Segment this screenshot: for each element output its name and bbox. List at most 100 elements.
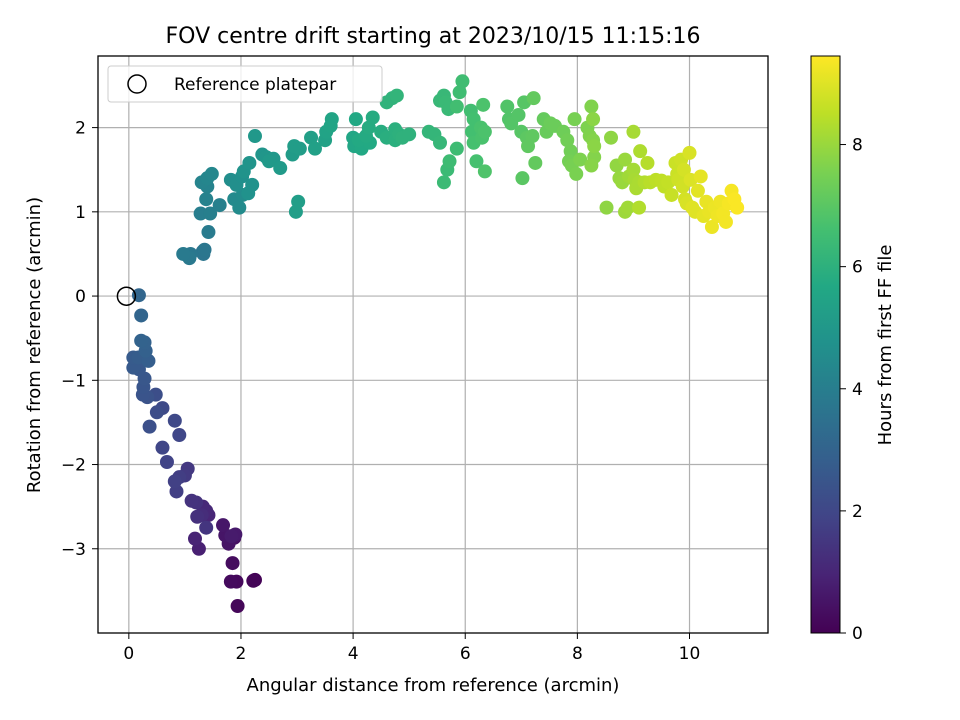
data-point	[704, 219, 719, 234]
data-point	[626, 162, 641, 177]
data-point	[389, 88, 404, 103]
data-point	[664, 187, 679, 202]
data-point	[348, 112, 363, 127]
data-point	[525, 129, 540, 144]
data-point	[159, 455, 174, 470]
data-point	[449, 99, 464, 114]
data-point	[212, 198, 227, 213]
colorbar-label: Hours from first FF file	[875, 245, 896, 446]
data-point	[476, 97, 491, 112]
y-tick-label: 2	[75, 119, 86, 139]
data-point	[567, 112, 582, 127]
data-point	[584, 99, 599, 114]
data-point	[626, 124, 641, 139]
legend-marker-icon	[127, 74, 147, 94]
x-tick-label: 8	[572, 644, 583, 664]
data-point	[452, 85, 467, 100]
data-point	[365, 110, 380, 125]
data-point	[199, 192, 214, 207]
data-point	[197, 242, 212, 257]
data-point	[718, 214, 733, 229]
data-point	[304, 130, 319, 145]
y-tick-label: 1	[75, 203, 86, 223]
data-point	[307, 141, 322, 156]
data-point	[167, 413, 182, 428]
legend-entry: Reference platepar	[174, 75, 336, 95]
data-point	[273, 161, 288, 176]
plot-frame	[97, 55, 769, 634]
data-point	[246, 573, 261, 588]
data-point	[477, 164, 492, 179]
data-point	[469, 154, 484, 169]
data-point	[176, 246, 191, 261]
data-point	[455, 74, 470, 89]
x-tick-label: 2	[236, 644, 247, 664]
data-point	[515, 171, 530, 186]
chart-title: FOV centre drift starting at 2023/10/15 …	[166, 24, 701, 49]
data-point	[693, 169, 708, 184]
x-tick-label: 10	[679, 644, 701, 664]
data-point	[230, 599, 245, 614]
data-point	[632, 200, 647, 215]
data-point	[599, 200, 614, 215]
y-axis-label: Rotation from reference (arcmin)	[24, 197, 45, 493]
x-tick-label: 6	[460, 644, 471, 664]
data-point	[216, 518, 231, 533]
data-point	[586, 112, 601, 127]
data-point	[242, 155, 257, 170]
data-point	[291, 194, 306, 209]
data-point	[223, 574, 238, 589]
data-point	[604, 130, 619, 145]
data-point	[134, 308, 149, 323]
colorbar-tick-label: 4	[852, 380, 863, 400]
legend-box	[107, 65, 383, 103]
colorbar-tick-label: 6	[852, 258, 863, 278]
y-axis-ticks: −3 −2 −1 0 1 2	[61, 119, 98, 560]
colorbar-tick-label: 2	[852, 502, 863, 522]
data-points	[126, 74, 745, 614]
data-point	[573, 152, 588, 167]
reference-platepar-point	[116, 286, 137, 306]
data-point	[690, 183, 705, 198]
data-point	[232, 200, 247, 215]
data-point	[204, 166, 219, 181]
data-point	[528, 155, 543, 170]
data-point	[402, 127, 417, 142]
data-point	[620, 200, 635, 215]
data-point	[262, 154, 277, 169]
data-point	[190, 509, 205, 524]
data-point	[436, 175, 451, 190]
colorbar-tick-label: 0	[852, 624, 863, 644]
data-point	[633, 144, 648, 159]
data-point	[449, 141, 464, 156]
y-tick-label: −1	[61, 371, 86, 391]
data-point	[203, 206, 218, 221]
data-point	[224, 529, 239, 544]
data-point	[225, 556, 240, 571]
data-point	[587, 139, 602, 154]
x-tick-label: 4	[348, 644, 359, 664]
data-point	[640, 155, 655, 170]
data-point	[187, 531, 202, 546]
colorbar	[810, 55, 841, 634]
data-point	[477, 124, 492, 139]
legend: Reference platepar	[107, 65, 383, 103]
data-point	[167, 474, 182, 489]
data-point	[618, 152, 633, 167]
data-point	[155, 440, 170, 455]
data-point	[184, 493, 199, 508]
data-point	[247, 129, 262, 144]
data-point	[682, 145, 697, 160]
colorbar-tick-label: 8	[852, 136, 863, 156]
data-point	[569, 166, 584, 181]
data-point	[500, 99, 515, 114]
data-point	[134, 333, 149, 348]
data-point	[292, 141, 307, 156]
data-point	[199, 520, 214, 535]
data-point	[730, 200, 745, 215]
data-point	[172, 428, 187, 443]
x-axis-ticks: 0 2 4 6 8 10	[123, 633, 700, 664]
y-tick-label: −3	[61, 540, 86, 560]
data-point	[149, 405, 164, 420]
